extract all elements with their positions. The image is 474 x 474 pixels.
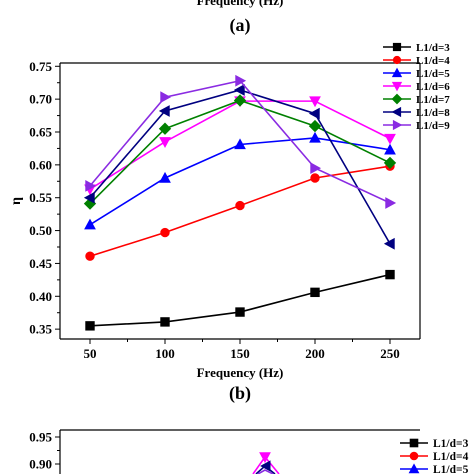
series-line (89, 165, 391, 257)
x-axis-label: Frequency (Hz) (197, 365, 284, 380)
data-point (85, 321, 95, 331)
legend-label: L1/d=5 (433, 464, 469, 474)
data-point (233, 84, 245, 96)
x-tick-label: 50 (84, 346, 97, 361)
data-point (310, 287, 320, 298)
x-tick-label: 250 (380, 346, 400, 361)
data-point (159, 137, 171, 148)
legend-label: L1/d=3 (416, 42, 450, 54)
chart-b: 0.35 0.40 0.45 0.50 0.55 0.60 0.65 0.70 0.75 50 10… (9, 42, 450, 380)
data-point (233, 94, 247, 107)
legend-label: L1/d=4 (416, 55, 450, 67)
series-line (257, 469, 274, 474)
legend-label: L1/d=9 (416, 120, 450, 132)
legend-label: L1/d=5 (416, 68, 450, 80)
legend-marker (392, 42, 402, 52)
legend-label: L1/d=6 (416, 81, 450, 93)
x-tick-label: 200 (305, 346, 325, 361)
data-point (158, 122, 172, 135)
panel-a-label: (a) (230, 15, 251, 36)
series-line (89, 89, 391, 245)
y-tick-label: 0.40 (29, 289, 52, 304)
legend-marker (391, 106, 402, 118)
x-tick-label: 100 (155, 346, 175, 361)
data-point (85, 180, 97, 192)
series-l1-d-7 (83, 94, 397, 210)
legend-marker (391, 81, 403, 92)
y-tick-label: 0.35 (29, 322, 52, 337)
legend-marker (391, 67, 403, 78)
data-point (308, 107, 320, 120)
series-line (252, 455, 280, 474)
data-point (260, 460, 271, 472)
data-point (384, 143, 396, 155)
series-l1-d-8 (83, 84, 395, 250)
data-point (83, 191, 95, 204)
data-point (234, 138, 246, 150)
data-point (159, 171, 171, 183)
y-tick-label: 0.50 (29, 223, 52, 238)
legend-marker (391, 93, 403, 105)
data-point (310, 162, 322, 175)
data-point (85, 251, 95, 261)
data-point (309, 131, 321, 143)
x-tick-label: 150 (230, 346, 250, 361)
legend-label: L1/d=3 (433, 438, 469, 450)
y-tick-label: 0.95 (29, 430, 52, 445)
data-point (235, 74, 247, 87)
y-tick-label: 0.65 (29, 125, 52, 140)
legend-marker (392, 119, 403, 131)
series-l1-d-3 (85, 269, 395, 331)
legend-marker (392, 55, 402, 65)
y-tick-label: 0.75 (29, 59, 52, 74)
data-point (160, 91, 172, 104)
series-line (89, 273, 391, 327)
y-tick-label: 0.90 (29, 457, 52, 472)
data-point (84, 218, 96, 230)
series-l1-d-9 (85, 74, 397, 209)
data-point (383, 237, 395, 250)
data-point (235, 200, 245, 211)
panel-b-label: (b) (229, 383, 251, 404)
legend-marker (409, 438, 419, 448)
panel-a-xlabel: Frequency (Hz) (197, 0, 284, 8)
legend-marker (408, 463, 420, 474)
data-point (309, 96, 321, 108)
data-point (385, 269, 395, 280)
data-point (308, 119, 322, 133)
series-l1-d-5 (84, 131, 396, 230)
data-point (160, 317, 170, 327)
legend-marker (409, 451, 419, 461)
y-axis-label: η (9, 197, 24, 205)
legend-label: L1/d=7 (416, 94, 450, 106)
data-point (385, 197, 397, 209)
series-l1-d-4 (85, 161, 395, 261)
legend-label: L1/d=4 (433, 451, 469, 463)
data-point (310, 173, 320, 183)
data-point (158, 105, 170, 117)
legend-label: L1/d=8 (416, 107, 450, 119)
y-tick-label: 0.70 (29, 92, 52, 107)
data-point (160, 227, 170, 238)
data-point (383, 156, 397, 170)
y-tick-label: 0.55 (29, 190, 52, 205)
data-point (384, 133, 396, 145)
data-point (235, 307, 245, 317)
y-tick-label: 0.45 (29, 256, 52, 271)
y-tick-label: 0.60 (29, 157, 52, 172)
